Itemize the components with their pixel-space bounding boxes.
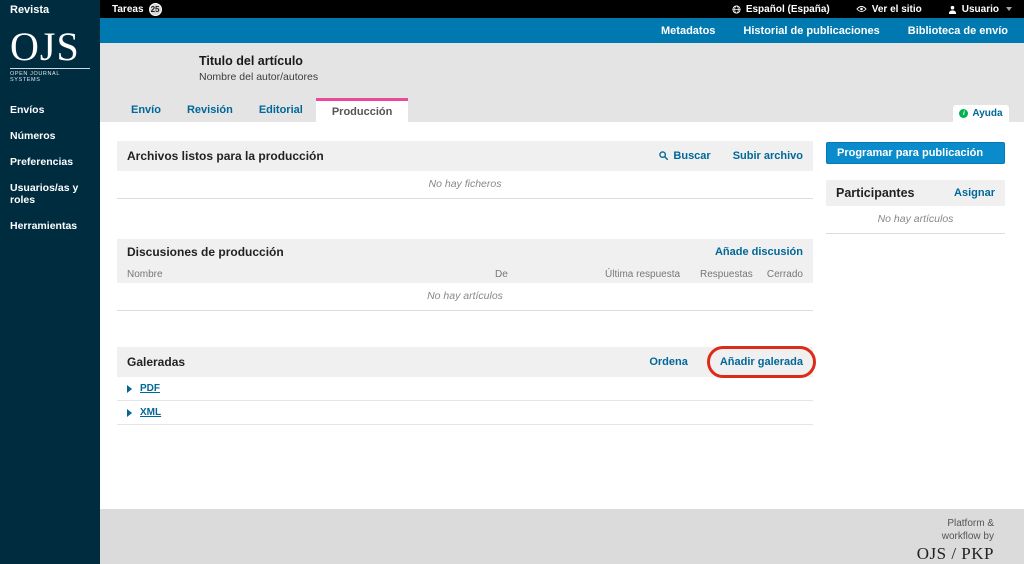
schedule-publication-button[interactable]: Programar para publicación xyxy=(826,142,1005,164)
eye-icon xyxy=(856,6,867,12)
assign-participant-button[interactable]: Asignar xyxy=(954,187,995,199)
nav-historial-publicaciones[interactable]: Historial de publicaciones xyxy=(743,24,880,37)
discussions-empty-message: No hay artículos xyxy=(117,283,813,311)
ojs-pkp-logo: OJS / PKP xyxy=(916,544,994,563)
language-label: Español (España) xyxy=(745,3,830,15)
participants-panel: Participantes Asignar No hay artículos xyxy=(826,180,1005,234)
tab-editorial[interactable]: Editorial xyxy=(258,104,303,116)
ojs-logo: OJS OPEN JOURNAL SYSTEMS xyxy=(10,24,90,83)
globe-icon xyxy=(732,4,741,14)
user-icon xyxy=(948,5,956,14)
search-label: Buscar xyxy=(673,150,711,162)
participants-panel-title: Participantes xyxy=(836,186,915,200)
help-label: Ayuda xyxy=(972,108,1003,119)
sidebar-item-usuarios-roles[interactable]: Usuarios/as y roles xyxy=(10,182,79,206)
column-ultima-respuesta: Última respuesta xyxy=(605,268,681,280)
column-nombre: Nombre xyxy=(127,268,163,280)
order-galleys-button[interactable]: Ordena xyxy=(649,356,688,368)
ojs-logo-text: OJS xyxy=(10,24,80,69)
ojs-logo-subtitle: OPEN JOURNAL SYSTEMS xyxy=(10,71,60,83)
workflow-tabs: Envío Revisión Editorial Producción xyxy=(118,98,409,122)
column-respuestas: Respuestas xyxy=(700,268,753,280)
files-panel-header: Archivos listos para la producción Busca… xyxy=(117,141,813,171)
help-button[interactable]: Ayuda xyxy=(953,105,1009,122)
production-discussions-panel: Discusiones de producción Añade discusió… xyxy=(117,239,813,311)
add-galley-button[interactable]: Añadir galerada xyxy=(719,356,803,368)
expand-arrow-icon[interactable] xyxy=(127,408,132,417)
tasks-count-badge: 25 xyxy=(148,2,162,16)
discussions-panel-header: Discusiones de producción Añade discusió… xyxy=(117,239,813,265)
column-cerrado: Cerrado xyxy=(766,268,803,280)
sidebar-item-numeros[interactable]: Números xyxy=(10,130,56,142)
article-header: Titulo del artículo Nombre del autor/aut… xyxy=(100,43,1024,83)
column-de: De xyxy=(495,268,508,280)
chevron-down-icon xyxy=(1006,7,1012,11)
participants-empty-message: No hay artículos xyxy=(826,206,1005,234)
logo-divider xyxy=(10,68,90,69)
galley-row-pdf: PDF xyxy=(117,377,813,401)
discussions-table-header: Nombre De Última respuesta Respuestas Ce… xyxy=(117,265,813,283)
view-site-link[interactable]: Ver el sitio xyxy=(856,4,922,15)
sidebar-menu: Envíos Números Preferencias Usuarios/as … xyxy=(0,97,100,239)
nav-metadatos[interactable]: Metadatos xyxy=(661,24,716,37)
expand-arrow-icon[interactable] xyxy=(127,384,132,393)
view-site-label: Ver el sitio xyxy=(871,3,922,15)
sidebar-item-herramientas[interactable]: Herramientas xyxy=(10,220,78,232)
nav-biblioteca-envio[interactable]: Biblioteca de envío xyxy=(907,24,1008,37)
footer-platform-line1: Platform & xyxy=(947,518,994,529)
help-info-icon xyxy=(959,109,969,118)
production-ready-files-panel: Archivos listos para la producción Busca… xyxy=(117,141,813,199)
user-label: Usuario xyxy=(961,3,999,15)
search-button[interactable]: Buscar xyxy=(659,150,711,162)
tab-produccion[interactable]: Producción xyxy=(315,98,409,122)
files-panel-title: Archivos listos para la producción xyxy=(127,149,324,163)
upload-file-button[interactable]: Subir archivo xyxy=(732,150,803,162)
add-discussion-button[interactable]: Añade discusión xyxy=(714,246,803,258)
main-content: Archivos listos para la producción Busca… xyxy=(100,122,1024,509)
galleys-panel: Galeradas Ordena Añadir galerada PDF XML xyxy=(117,346,816,425)
submission-nav-bar: Metadatos Historial de publicaciones Bib… xyxy=(100,18,1024,43)
language-menu[interactable]: Español (España) xyxy=(732,4,830,15)
page-footer: Platform & workflow by OJS / PKP xyxy=(100,509,1024,564)
tab-envio[interactable]: Envío xyxy=(131,104,161,116)
journal-name: Revista xyxy=(10,4,50,16)
sidebar: Revista OJS OPEN JOURNAL SYSTEMS Envíos … xyxy=(0,0,100,564)
galley-link-xml[interactable]: XML xyxy=(140,407,162,418)
production-column: Archivos listos para la producción Busca… xyxy=(117,122,816,425)
user-menu[interactable]: Usuario xyxy=(948,4,1012,15)
right-sidebar: Programar para publicación Participantes… xyxy=(826,122,1005,234)
top-bar: Tareas 25 Español (España) Ver el sitio … xyxy=(100,0,1024,18)
discussions-panel-title: Discusiones de producción xyxy=(127,245,284,259)
search-icon xyxy=(659,151,669,161)
tasks-label: Tareas xyxy=(112,3,144,15)
participants-panel-header: Participantes Asignar xyxy=(826,180,1005,206)
galleys-panel-header: Galeradas Ordena Añadir galerada xyxy=(117,346,816,378)
sidebar-item-envios[interactable]: Envíos xyxy=(10,104,45,116)
article-title: Titulo del artículo xyxy=(199,54,303,68)
files-empty-message: No hay ficheros xyxy=(117,171,813,199)
footer-platform-line2: workflow by xyxy=(941,531,994,542)
galleys-panel-title: Galeradas xyxy=(127,355,186,369)
tasks-button[interactable]: Tareas 25 xyxy=(112,2,162,16)
sidebar-item-preferencias[interactable]: Preferencias xyxy=(10,156,74,168)
article-authors: Nombre del autor/autores xyxy=(199,71,319,83)
tab-revision[interactable]: Revisión xyxy=(186,104,233,116)
galley-link-pdf[interactable]: PDF xyxy=(140,383,160,394)
galley-row-xml: XML xyxy=(117,401,813,425)
page-background: Titulo del artículo Nombre del autor/aut… xyxy=(100,43,1024,509)
